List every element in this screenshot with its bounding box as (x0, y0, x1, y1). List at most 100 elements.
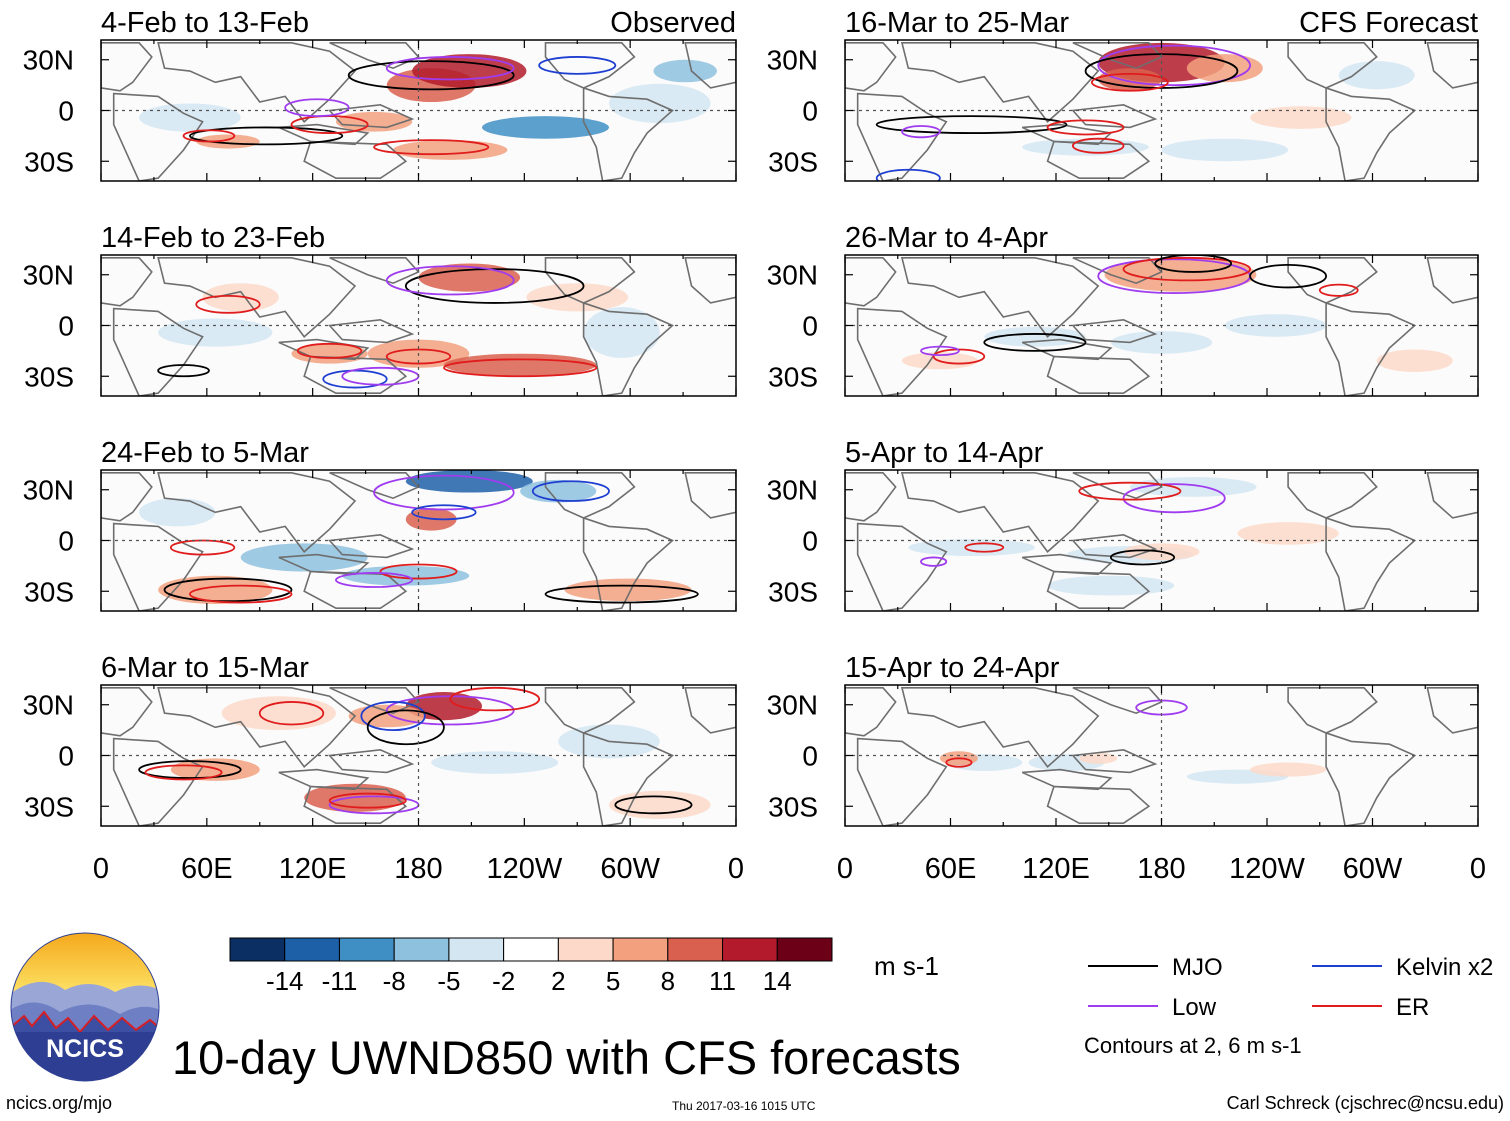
panel-period: 4-Feb to 13-Feb (101, 7, 309, 39)
footer-credit[interactable]: Carl Schreck (cjschrec@ncsu.edu) (1226, 1093, 1504, 1113)
lon-tick-label: 60W (600, 853, 660, 885)
column-label: Observed (610, 7, 736, 39)
lon-tick-label: 60E (925, 853, 977, 885)
colorbar-label: -8 (383, 966, 406, 996)
colorbar-label: 5 (606, 966, 620, 996)
lat-tick-label: 30N (23, 45, 74, 76)
wave-contour (1097, 44, 1252, 87)
wave-contour (449, 686, 541, 712)
continent-outline (1048, 142, 1149, 179)
lat-tick-label: 30N (23, 475, 74, 506)
panel-period: 5-Apr to 14-Apr (845, 437, 1044, 469)
wave-contour (875, 115, 1068, 134)
continent-outline (114, 739, 203, 826)
continent-outline (279, 125, 368, 145)
continent-outline (1022, 555, 1111, 575)
continent-outline (1288, 473, 1377, 518)
lat-tick-label: 30S (24, 576, 74, 607)
wave-contour (1078, 481, 1182, 501)
wave-contour (385, 56, 515, 81)
wind-shading (609, 83, 711, 124)
lat-tick-label: 0 (58, 96, 74, 127)
continent-outline (858, 739, 947, 826)
continent-outline (1073, 535, 1155, 558)
continent-outline (158, 473, 355, 552)
coastlines (845, 688, 1478, 826)
continent-outline (1073, 688, 1162, 713)
colorbar-swatch (557, 937, 614, 962)
continent-outline (114, 309, 203, 396)
lat-tick-label: 30S (768, 361, 818, 392)
wind-shading (1338, 61, 1415, 90)
lat-tick-label: 0 (802, 311, 818, 342)
wind-shading (443, 353, 597, 377)
wind-shading (393, 140, 508, 160)
wave-contour (188, 584, 293, 604)
lon-tick-label: 0 (728, 853, 744, 885)
lon-tick-label: 120W (1229, 853, 1305, 885)
continent-outline (158, 43, 355, 122)
continent-outline (1073, 473, 1162, 498)
lat-tick-label: 30S (24, 361, 74, 392)
wave-contour (195, 294, 261, 314)
continent-outline (279, 340, 368, 360)
continent-outline (330, 688, 419, 713)
continent-outline (1326, 733, 1415, 826)
continent-outline (1048, 572, 1149, 609)
wave-contour (379, 563, 458, 580)
continent-outline (1048, 357, 1149, 394)
wind-shading (564, 578, 692, 602)
wind-shading (196, 134, 260, 149)
wave-contour (531, 480, 610, 502)
wind-shading (1110, 331, 1213, 354)
continent-outline (902, 473, 1098, 552)
continent-outline (1022, 340, 1111, 360)
lat-tick-label: 0 (802, 741, 818, 772)
continent-outline (1288, 688, 1377, 733)
continent-outline (1427, 473, 1478, 518)
wind-shading (1186, 54, 1263, 83)
continent-outline (858, 94, 947, 181)
lat-tick-label: 30S (24, 146, 74, 177)
footer-timestamp: Thu 2017-03-16 1015 UTC (672, 1099, 816, 1113)
continent-outline (546, 473, 635, 518)
wind-shading (1237, 522, 1339, 545)
continent-outline (1326, 518, 1415, 611)
wind-shading (908, 539, 1035, 557)
wave-contour (360, 701, 426, 732)
map-panel: 15-Apr to 24-Apr 30N 0 30S (767, 652, 1479, 827)
continent-outline (114, 94, 203, 181)
continent-outline (304, 787, 406, 824)
wave-contour (258, 701, 325, 726)
continent-outline (546, 688, 635, 733)
wind-shading (520, 479, 597, 503)
lat-tick-label: 0 (58, 526, 74, 557)
wave-contour (1249, 263, 1327, 289)
lat-tick-label: 30N (767, 45, 818, 76)
continent-outline (101, 258, 152, 306)
wave-contour (443, 358, 598, 378)
wind-shading (1104, 257, 1257, 292)
map-panel: 4-Feb to 13-Feb Observed 30N 0 30S (23, 7, 737, 182)
logo-text: NCICS (46, 1035, 124, 1063)
continent-outline (101, 688, 152, 736)
map-panel: 24-Feb to 5-Mar 30N 0 30S (23, 437, 737, 612)
legend-label: Kelvin x2 (1396, 954, 1493, 981)
continent-outline (1288, 258, 1377, 303)
panel-period: 15-Apr to 24-Apr (845, 652, 1060, 684)
continent-outline (1326, 88, 1415, 181)
wave-contour (328, 792, 407, 809)
colorbar-swatch (338, 937, 395, 962)
colorbar-swatch (393, 937, 450, 962)
continent-outline (1427, 43, 1478, 88)
footer-url[interactable]: ncics.org/mjo (6, 1093, 113, 1113)
wave-contour (875, 168, 941, 181)
wave-contour (1046, 119, 1125, 136)
continent-outline (279, 555, 368, 575)
continent-outline (858, 309, 947, 396)
wind-shading (405, 470, 533, 493)
legend: MJO Kelvin x2 Low ER Contours at 2, 6 m s-1 (1084, 954, 1493, 1058)
continent-outline (101, 43, 152, 91)
continent-outline (902, 258, 1098, 337)
